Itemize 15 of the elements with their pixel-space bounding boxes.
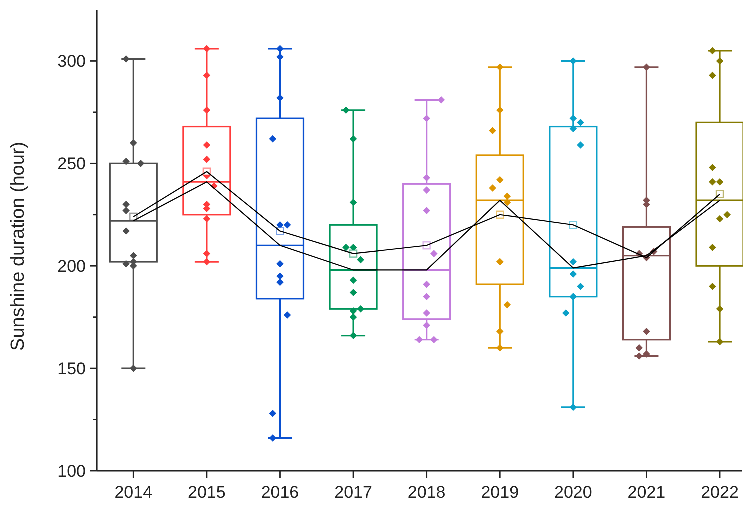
x-tick-label: 2019	[481, 483, 520, 502]
x-tick-label: 2020	[554, 483, 592, 502]
y-tick-label: 300	[58, 52, 86, 72]
x-tick-label: 2014	[114, 483, 153, 502]
x-tick-label: 2016	[261, 483, 300, 502]
x-tick-label: 2022	[701, 483, 739, 502]
y-tick-label: 150	[58, 360, 86, 379]
x-tick-label: 2021	[628, 483, 666, 502]
x-tick-label: 2018	[408, 483, 446, 502]
y-tick-label: 250	[58, 154, 86, 174]
y-axis-title: Sunshine duration (hour)	[8, 142, 29, 352]
x-tick-label: 2015	[188, 483, 226, 502]
y-tick-label: 200	[58, 257, 86, 276]
y-tick-label: 100	[58, 462, 86, 481]
x-tick-label: 2017	[334, 483, 372, 502]
